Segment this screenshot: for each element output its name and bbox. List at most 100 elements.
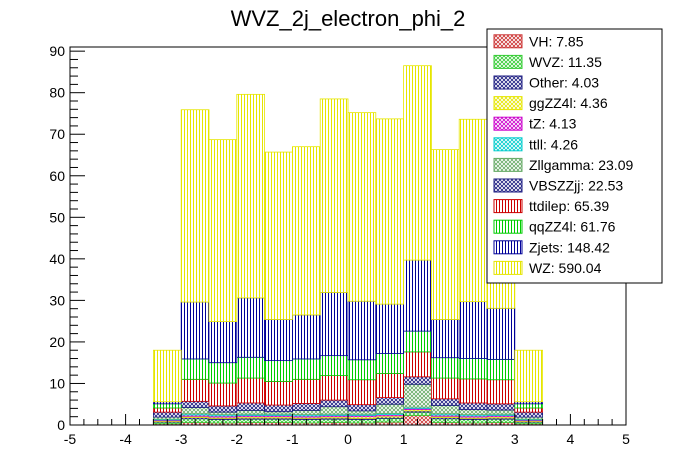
bar-vbszzjj-bin-4 bbox=[264, 404, 293, 413]
bar-qqzz4l-bin-0 bbox=[152, 403, 182, 409]
y-tick-label: 0 bbox=[57, 417, 65, 433]
legend-label-ggzz4l: ggZZ4l: 4.36 bbox=[529, 95, 608, 111]
legend-label-other: Other: 4.03 bbox=[529, 75, 599, 91]
bar-vbszzjj-bin-0 bbox=[152, 411, 182, 418]
bar-zjets-bin-2 bbox=[208, 321, 238, 364]
bar-ttdilep-bin-0 bbox=[152, 407, 182, 413]
legend-label-wvz: WVZ: 11.35 bbox=[529, 54, 602, 70]
bar-zjets-bin-7 bbox=[347, 300, 377, 361]
bar-qqzz4l-bin-5 bbox=[291, 358, 321, 380]
y-tick-label: 50 bbox=[49, 209, 65, 225]
bar-ttdilep-bin-8 bbox=[375, 373, 404, 398]
legend-swatch-ttll bbox=[493, 137, 523, 152]
bar-vbszzjj-bin-1 bbox=[180, 400, 210, 408]
x-tick-label: 3 bbox=[511, 431, 519, 447]
chart-title: WVZ_2j_electron_phi_2 bbox=[231, 6, 466, 31]
bar-zllgamma-bin-7 bbox=[347, 410, 377, 415]
bar-ttdilep-bin-5 bbox=[291, 378, 321, 404]
bar-wz-bin-2 bbox=[208, 139, 238, 322]
y-tick-label: 80 bbox=[49, 85, 65, 101]
bar-zllgamma-bin-3 bbox=[236, 410, 266, 415]
legend-label-qqzz4l: qqZZ4l: 61.76 bbox=[529, 219, 616, 235]
legend: VH: 7.85 WVZ: 11.35 Other: 4.03 ggZZ4l: 4.3… bbox=[486, 28, 663, 284]
x-axis-ticks: -5 -4 -3 -2 -1 0 1 2 3 4 5 bbox=[64, 414, 630, 447]
y-tick-label: 70 bbox=[49, 126, 65, 142]
legend-swatch-tz bbox=[493, 116, 523, 131]
bar-zjets-bin-3 bbox=[236, 297, 266, 358]
legend-swatch-ggzz4l bbox=[493, 96, 523, 111]
bar-vbszzjj-bin-11 bbox=[458, 402, 488, 411]
bar-zllgamma-bin-8 bbox=[375, 403, 404, 414]
bar-ttdilep-bin-10 bbox=[430, 377, 460, 400]
legend-swatch-zjets bbox=[493, 240, 523, 255]
bar-vbszzjj-bin-12 bbox=[486, 403, 516, 411]
bar-wz-bin-6 bbox=[319, 98, 349, 293]
legend-swatch-wz bbox=[493, 260, 523, 275]
bar-wz-bin-11 bbox=[458, 118, 488, 303]
bar-qqzz4l-bin-6 bbox=[319, 355, 349, 376]
bar-vbszzjj-bin-13 bbox=[514, 411, 543, 418]
bar-wz-bin-7 bbox=[347, 112, 377, 302]
legend-swatch-zllgamma bbox=[493, 157, 523, 172]
bar-zllgamma-bin-12 bbox=[486, 409, 516, 415]
bar-zllgamma-bin-9 bbox=[403, 383, 432, 408]
bar-wz-bin-4 bbox=[264, 151, 293, 320]
bar-zjets-bin-9 bbox=[403, 259, 432, 332]
bar-ttdilep-bin-2 bbox=[208, 382, 238, 407]
x-tick-label: -3 bbox=[175, 431, 188, 447]
bar-wz-bin-8 bbox=[375, 118, 404, 305]
bar-vbszzjj-bin-9 bbox=[403, 376, 432, 385]
bar-wz-bin-13 bbox=[514, 349, 543, 403]
legend-swatch-vh bbox=[493, 34, 523, 49]
y-tick-label: 20 bbox=[49, 334, 65, 350]
bar-vbszzjj-bin-5 bbox=[291, 402, 321, 411]
bar-zjets-bin-1 bbox=[180, 301, 210, 360]
x-tick-label: -2 bbox=[231, 431, 244, 447]
bar-wz-bin-5 bbox=[291, 146, 321, 316]
bar-zllgamma-bin-6 bbox=[319, 406, 349, 415]
bar-zjets-bin-4 bbox=[264, 319, 293, 362]
bar-qqzz4l-bin-1 bbox=[180, 358, 210, 380]
y-tick-label: 40 bbox=[49, 251, 65, 267]
bar-vbszzjj-bin-8 bbox=[375, 397, 404, 405]
x-tick-label: 2 bbox=[455, 431, 463, 447]
bar-zllgamma-bin-1 bbox=[180, 407, 210, 415]
bar-wz-bin-10 bbox=[430, 149, 460, 320]
bar-zjets-bin-5 bbox=[291, 314, 321, 360]
bar-zjets-bin-11 bbox=[458, 301, 488, 359]
bar-vbszzjj-bin-3 bbox=[236, 402, 266, 411]
bar-zjets-bin-10 bbox=[430, 319, 460, 359]
x-tick-label: 5 bbox=[622, 431, 630, 447]
bar-wz-bin-1 bbox=[180, 109, 210, 303]
bar-qqzz4l-bin-13 bbox=[514, 403, 543, 409]
bar-wvz-bin-9 bbox=[403, 411, 432, 416]
legend-label-vbszzjj: VBSZZjj: 22.53 bbox=[529, 178, 623, 194]
bar-wz-bin-0 bbox=[152, 349, 182, 403]
bar-qqzz4l-bin-9 bbox=[403, 330, 432, 353]
legend-label-zjets: Zjets: 148.42 bbox=[529, 239, 610, 255]
bar-vbszzjj-bin-6 bbox=[319, 399, 349, 408]
bar-ttdilep-bin-11 bbox=[458, 378, 488, 404]
bar-ttdilep-bin-9 bbox=[403, 351, 432, 378]
x-tick-label: -4 bbox=[119, 431, 132, 447]
legend-swatch-vbszzjj bbox=[493, 178, 523, 193]
x-tick-label: 0 bbox=[344, 431, 352, 447]
legend-label-zllgamma: Zllgamma: 23.09 bbox=[529, 157, 633, 173]
x-tick-label: -1 bbox=[286, 431, 299, 447]
y-tick-label: 60 bbox=[49, 168, 65, 184]
bar-zjets-bin-8 bbox=[375, 303, 404, 354]
bar-vbszzjj-bin-7 bbox=[347, 404, 377, 412]
bar-zllgamma-bin-10 bbox=[430, 405, 460, 415]
legend-swatch-wvz bbox=[493, 54, 523, 69]
legend-label-wz: WZ: 590.04 bbox=[529, 260, 602, 276]
bar-wz-bin-3 bbox=[236, 93, 266, 299]
legend-label-ttdilep: ttdilep: 65.39 bbox=[529, 198, 609, 214]
bar-zllgamma-bin-5 bbox=[291, 410, 321, 416]
bar-ttdilep-bin-4 bbox=[264, 380, 293, 406]
bar-zjets-bin-6 bbox=[319, 292, 349, 357]
legend-swatch-ttdilep bbox=[493, 199, 523, 214]
bar-qqzz4l-bin-7 bbox=[347, 359, 377, 381]
bar-zjets-bin-12 bbox=[486, 307, 516, 360]
legend-label-vh: VH: 7.85 bbox=[529, 33, 584, 49]
